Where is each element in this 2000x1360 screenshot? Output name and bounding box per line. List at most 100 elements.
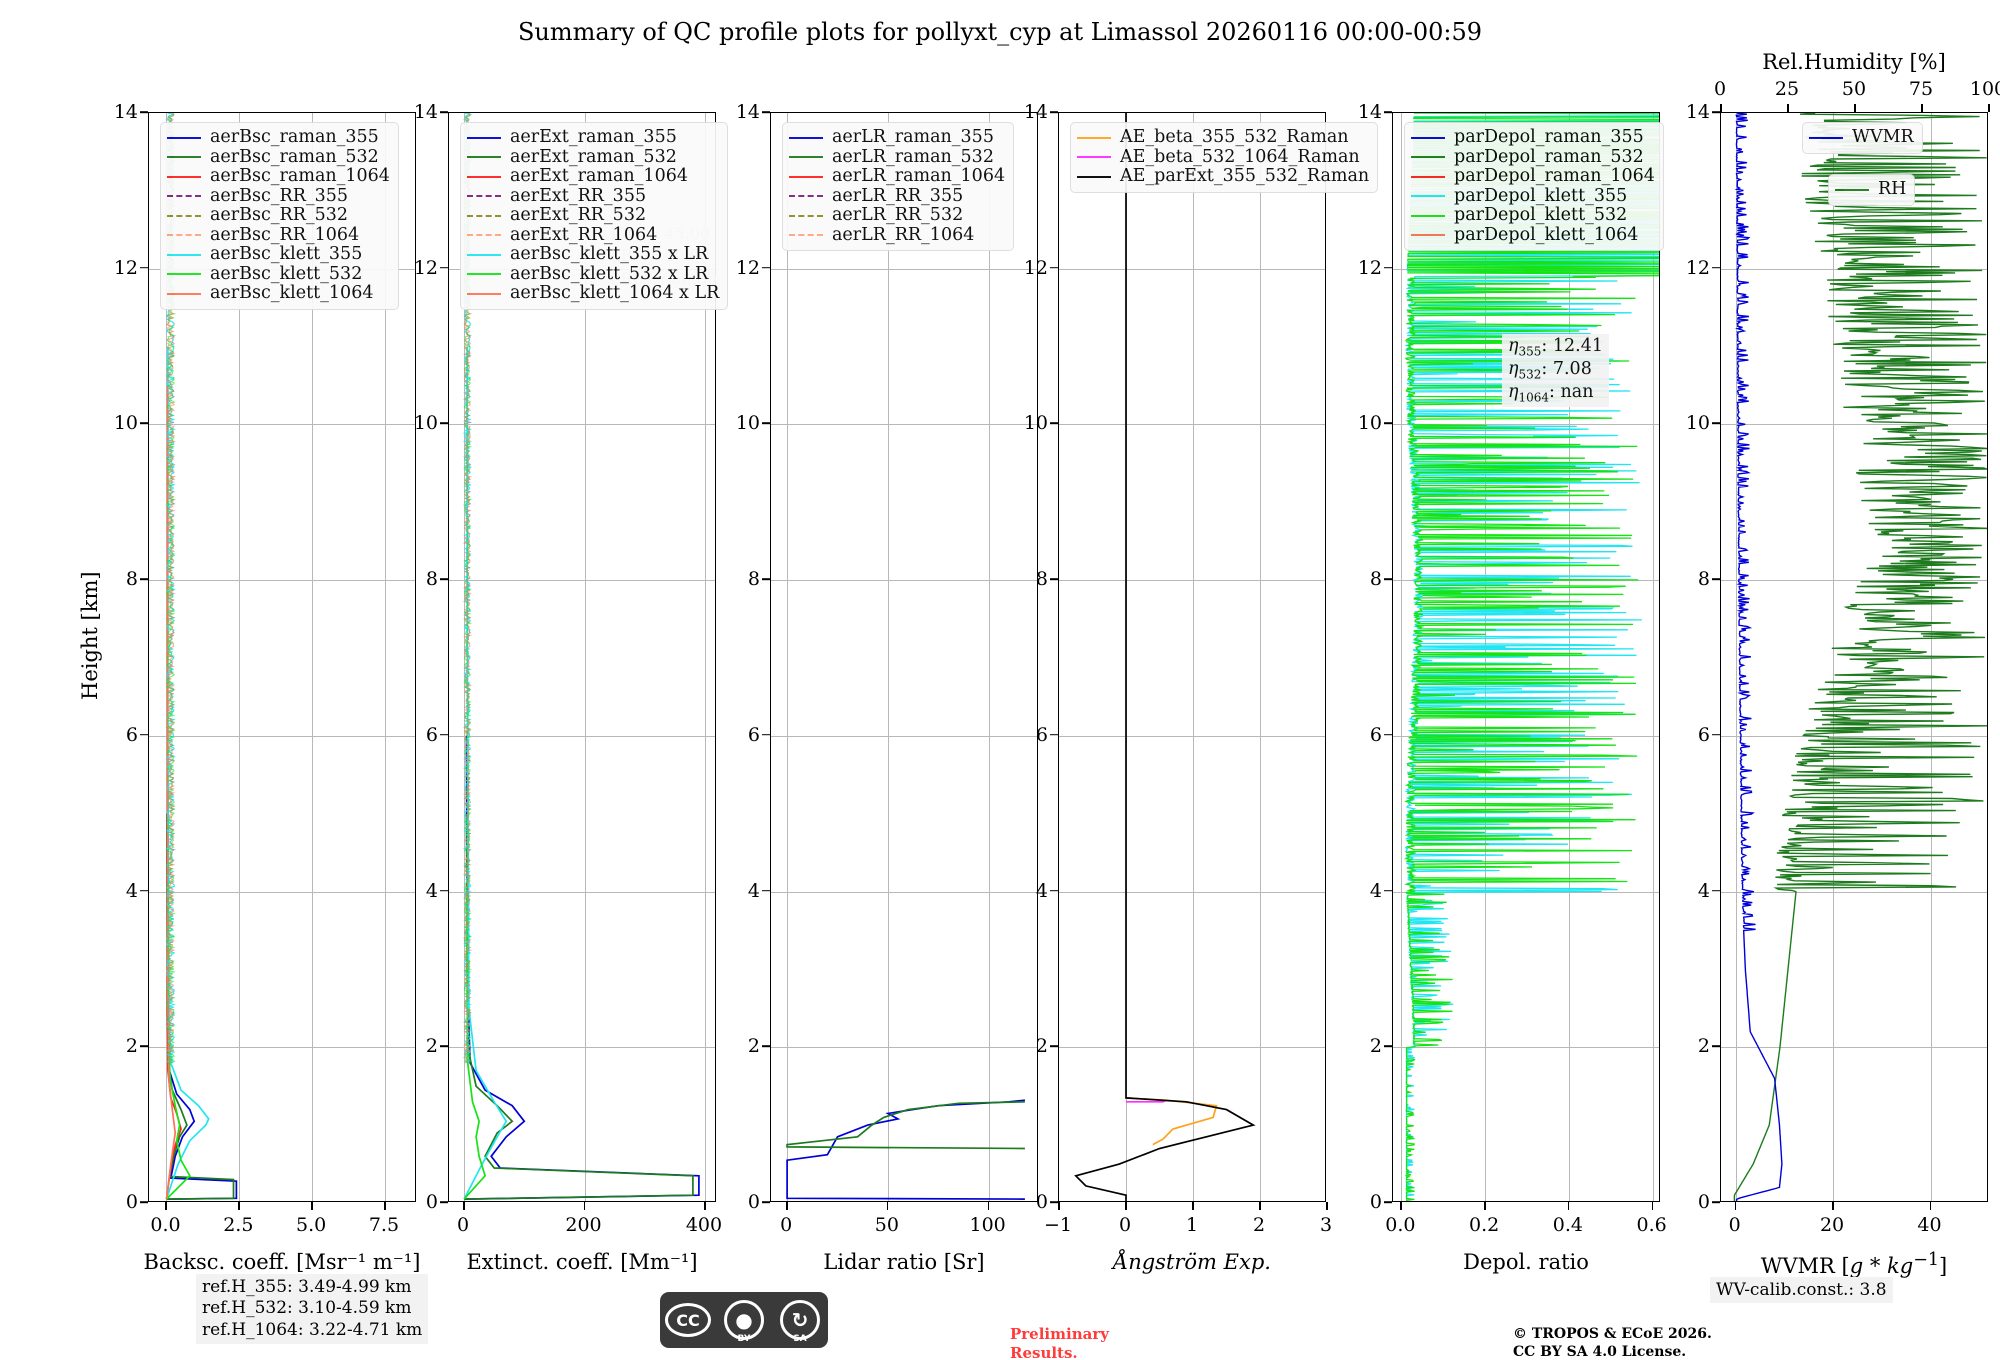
x-tick-label: 0.0 — [150, 1214, 181, 1236]
y-tick-label: 12 — [735, 256, 760, 279]
y-tick-label: 6 — [1697, 723, 1710, 746]
x-tick-mark — [1651, 1202, 1654, 1210]
series-line — [165, 385, 177, 1200]
legend-item[interactable]: aerExt_raman_532 — [467, 148, 719, 168]
legend-item[interactable]: aerExt_RR_532 — [467, 206, 719, 226]
grid-line-horizontal — [1059, 580, 1325, 582]
legend-item[interactable]: aerLR_raman_1064 — [789, 167, 1005, 187]
plot-area-wvmr — [1720, 112, 1988, 1202]
legend-label: aerExt_RR_532 — [510, 205, 647, 225]
legend-label: aerBsc_klett_355 x LR — [510, 244, 709, 264]
legend-label: aerExt_raman_532 — [510, 146, 677, 167]
grid-line-vertical — [1735, 113, 1737, 1201]
legend-item[interactable]: aerExt_RR_1064 — [467, 226, 719, 246]
x-tick-mark — [987, 1202, 990, 1210]
y-tick-mark — [440, 266, 448, 269]
grid-line-horizontal — [149, 735, 415, 737]
y-tick-label: 12 — [1685, 256, 1710, 279]
legend-item[interactable]: parDepol_raman_1064 — [1411, 167, 1655, 187]
legend-item[interactable]: parDepol_klett_532 — [1411, 206, 1655, 226]
legend-item[interactable]: AE_beta_532_1064_Raman — [1077, 148, 1369, 168]
legend-item[interactable]: parDepol_klett_1064 — [1411, 226, 1655, 246]
legend-item[interactable]: aerBsc_klett_355 — [167, 245, 390, 265]
cc-sa-icon: ↻ SA — [777, 1294, 823, 1346]
y-tick-mark — [1384, 734, 1392, 736]
legend-item[interactable]: aerBsc_RR_1064 — [167, 226, 390, 246]
legend-item[interactable]: aerLR_raman_532 — [789, 148, 1005, 168]
series-line — [463, 891, 487, 1200]
legend-item[interactable]: aerLR_raman_355 — [789, 128, 1005, 148]
y-tick-mark — [140, 889, 148, 892]
legend-item[interactable]: parDepol_raman_532 — [1411, 148, 1655, 168]
y-tick-label: 10 — [1357, 412, 1382, 435]
x-tick-mark — [1734, 1202, 1737, 1210]
grid-line-horizontal — [449, 1047, 715, 1049]
legend-item[interactable]: aerBsc_RR_355 — [167, 187, 390, 207]
legend-item[interactable]: aerBsc_raman_355 — [167, 128, 390, 148]
legend-label: AE_parExt_355_532_Raman — [1120, 166, 1370, 186]
legend-item[interactable]: aerBsc_klett_532 x LR — [467, 265, 719, 285]
y-tick-mark — [440, 734, 448, 736]
y-tick-label: 4 — [1035, 879, 1048, 902]
legend-item[interactable]: aerBsc_klett_532 — [167, 265, 390, 285]
y-tick-label: 6 — [125, 723, 138, 746]
legend-item[interactable]: aerBsc_klett_1064 x LR — [467, 284, 719, 304]
legend-item[interactable]: aerBsc_klett_355 x LR — [467, 245, 719, 265]
legend-color-swatch — [789, 156, 823, 159]
legend-item[interactable]: parDepol_klett_355 — [1411, 187, 1655, 207]
y-tick-mark — [1384, 266, 1392, 269]
legend-item[interactable]: aerLR_RR_532 — [789, 206, 1005, 226]
legend-backscatter[interactable]: aerBsc_raman_355 aerBsc_raman_532 aerBsc_r… — [160, 122, 399, 310]
legend-depol[interactable]: parDepol_raman_355 parDepol_raman_532 parD… — [1404, 122, 1664, 251]
x-tick-mark — [1058, 1202, 1060, 1210]
grid-line-vertical — [384, 113, 386, 1201]
y-tick-mark — [762, 422, 770, 425]
legend-item[interactable]: WVMR — [1809, 128, 1914, 148]
x-tick-mark — [1400, 1202, 1402, 1210]
y-tick-mark — [1384, 578, 1392, 580]
y-tick-mark — [1712, 1045, 1720, 1048]
legend-rh[interactable]: RH — [1828, 174, 1916, 206]
legend-wvmr[interactable]: WVMR — [1802, 122, 1923, 154]
legend-item[interactable]: aerBsc_raman_1064 — [167, 167, 390, 187]
cc-logo-icon: CC — [665, 1303, 711, 1337]
y-tick-label: 8 — [1697, 568, 1710, 591]
x-tick-mark — [1326, 1202, 1328, 1210]
legend-item[interactable]: aerExt_RR_355 — [467, 187, 719, 207]
x-tick-mark — [165, 1202, 168, 1210]
legend-angstrom[interactable]: AE_beta_355_532_Raman AE_beta_532_1064_Ra… — [1070, 122, 1379, 193]
panel-angstrom — [1058, 112, 1326, 1202]
y-tick-label: 2 — [425, 1035, 438, 1058]
legend-item[interactable]: aerBsc_RR_532 — [167, 206, 390, 226]
figure-title: Summary of QC profile plots for pollyxt_… — [517, 18, 1483, 46]
legend-item[interactable]: AE_beta_355_532_Raman — [1077, 128, 1369, 148]
legend-item[interactable]: aerExt_raman_355 — [467, 128, 719, 148]
y-tick-mark — [762, 1201, 770, 1203]
legend-label: aerBsc_RR_532 — [210, 205, 349, 225]
y-tick-mark — [1050, 266, 1058, 269]
legend-item[interactable]: AE_parExt_355_532_Raman — [1077, 167, 1369, 187]
legend-color-swatch — [1077, 136, 1111, 139]
x-tick-label: 0 — [1728, 1214, 1741, 1236]
grid-line-horizontal — [1721, 735, 1987, 737]
legend-item[interactable]: aerBsc_raman_532 — [167, 148, 390, 168]
y-tick-label: 2 — [1035, 1035, 1048, 1058]
y-tick-label: 6 — [747, 723, 760, 746]
panel-lidar-ratio — [770, 112, 1038, 1202]
legend-item[interactable]: aerExt_raman_1064 — [467, 167, 719, 187]
legend-item[interactable]: RH — [1835, 180, 1906, 200]
legend-extinction[interactable]: aerExt_raman_355 aerExt_raman_532 aerExt_r… — [460, 122, 729, 310]
series-line — [464, 735, 700, 1200]
legend-item[interactable]: aerBsc_klett_1064 — [167, 284, 390, 304]
legend-label: aerBsc_klett_1064 — [210, 283, 374, 303]
legend-lidar-ratio[interactable]: aerLR_raman_355 aerLR_raman_532 aerLR_rama… — [782, 122, 1015, 251]
legend-item[interactable]: aerLR_RR_355 — [789, 187, 1005, 207]
ref-heights-note: ref.H_355: 3.49-4.99 km ref.H_532: 3.10-… — [196, 1274, 429, 1344]
legend-item[interactable]: parDepol_raman_355 — [1411, 128, 1655, 148]
x-tick-mark-top — [1854, 104, 1856, 112]
y-tick-mark — [762, 889, 770, 892]
legend-item[interactable]: aerLR_RR_1064 — [789, 226, 1005, 246]
legend-color-swatch — [1411, 234, 1445, 237]
x-tick-mark — [383, 1202, 386, 1210]
grid-line-vertical — [1568, 113, 1570, 1201]
